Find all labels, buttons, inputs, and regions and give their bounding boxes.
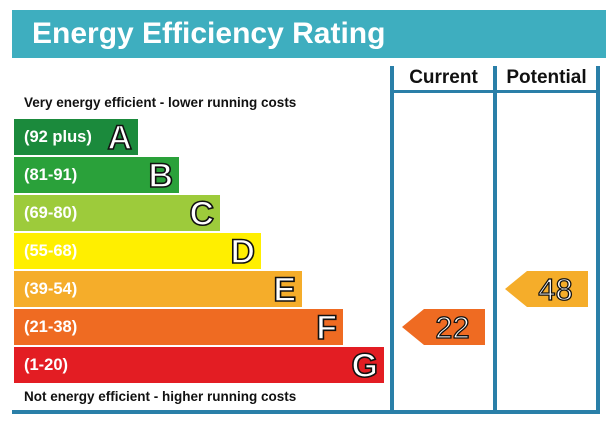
band-range-label: (92 plus)	[24, 128, 92, 146]
current-column-header: Current	[409, 67, 478, 88]
band-e: (39-54) E	[14, 270, 302, 310]
band-range-label: (81-91)	[24, 166, 78, 184]
band-range-label: (55-68)	[24, 242, 78, 260]
current-column-right-border	[493, 66, 497, 414]
page-title: Energy Efficiency Rating	[12, 10, 606, 58]
current-column-left-border	[390, 66, 394, 414]
band-letter: B	[148, 156, 174, 196]
potential-column-right-border	[596, 66, 600, 414]
band-a: (92 plus) A	[14, 118, 138, 158]
potential-arrow-shape	[505, 271, 588, 307]
band-f: (21-38) F	[14, 308, 343, 348]
band-letter: A	[107, 118, 133, 158]
band-c: (69-80) C	[14, 194, 220, 234]
inefficient-note: Not energy efficient - higher running co…	[24, 389, 297, 404]
chart-bottom-border	[12, 410, 600, 414]
band-letter: D	[230, 232, 256, 272]
band-g: (1-20) G	[14, 346, 384, 386]
band-letter: E	[273, 270, 297, 310]
band-range-label: (1-20)	[24, 356, 69, 374]
band-letter: G	[351, 346, 379, 386]
band-b: (81-91) B	[14, 156, 179, 196]
band-range-label: (39-54)	[24, 280, 78, 298]
efficient-note: Very energy efficient - lower running co…	[24, 95, 297, 110]
band-range-label: (69-80)	[24, 204, 78, 222]
potential-rating-value: 48	[538, 272, 572, 307]
column-header-divider	[390, 90, 600, 93]
current-arrow-shape	[402, 309, 485, 345]
band-d: (55-68) D	[14, 232, 261, 272]
potential-column-header: Potential	[506, 67, 587, 88]
current-rating-arrow: 22	[402, 309, 485, 346]
band-range-label: (21-38)	[24, 318, 78, 336]
current-rating-value: 22	[435, 310, 469, 345]
potential-rating-arrow: 48	[505, 271, 588, 308]
band-letter: F	[315, 308, 337, 348]
band-letter: C	[189, 194, 215, 234]
